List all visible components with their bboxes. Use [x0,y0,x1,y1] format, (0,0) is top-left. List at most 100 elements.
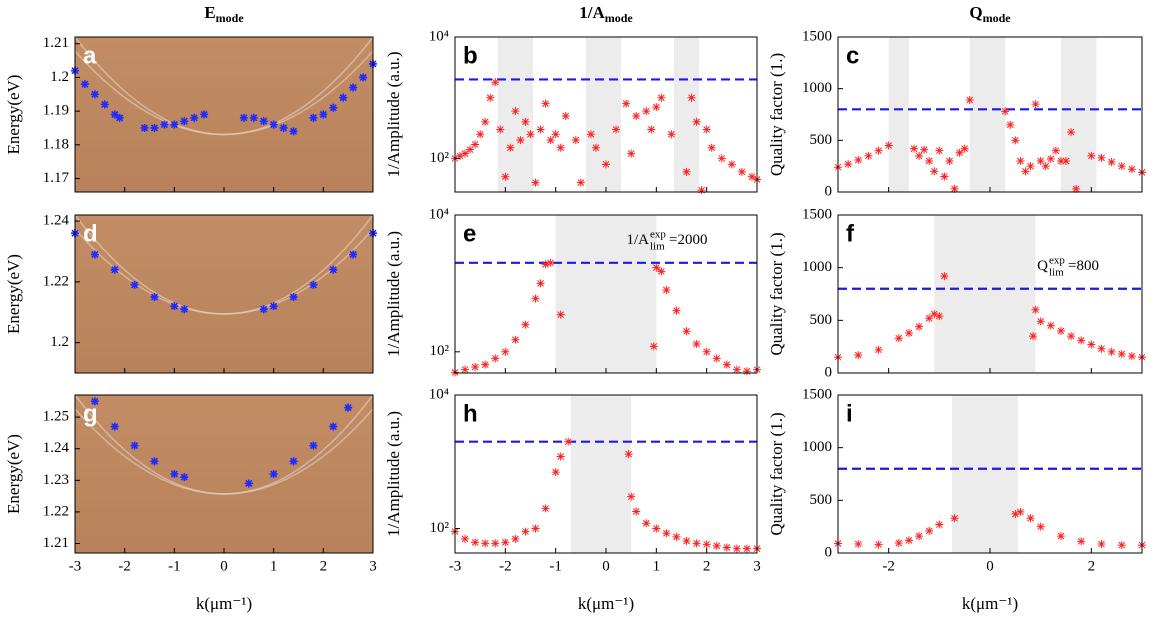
data-point [80,80,89,89]
data-point [627,492,636,501]
data-point [627,149,636,158]
data-point [551,130,560,139]
y-tick-label: 1.18 [43,136,69,152]
data-point [556,452,565,461]
y-tick-label: 0 [825,364,833,380]
data-point [110,422,119,431]
data-point [309,441,318,450]
data-point [702,540,711,549]
data-point [702,347,711,356]
annotation-text: Q [1037,258,1048,274]
annotation-suffix: =800 [1068,258,1099,274]
data-point [722,360,731,369]
panel-label: b [463,42,478,69]
data-point [461,149,470,158]
data-point [854,351,863,360]
data-point [269,470,278,478]
data-point [649,342,658,351]
data-point [742,367,751,376]
data-point [461,534,470,543]
data-point [717,154,726,163]
data-point [546,136,555,145]
panel-label: g [83,400,98,427]
data-point [1087,340,1096,349]
data-point [531,294,540,303]
data-point [662,529,671,538]
data-point [1021,167,1030,176]
data-point [1026,162,1035,171]
data-point [854,155,863,164]
x-tick-label: -3 [69,558,82,574]
data-point [642,519,651,528]
data-point [1051,146,1060,155]
x-tick-label: -3 [449,558,462,574]
y-tick-label: 10⁴ [429,28,449,44]
data-point [501,347,510,356]
panel-label: c [846,42,859,69]
data-point [586,130,595,139]
data-point [1016,157,1025,165]
x-tick-label: 2 [1088,558,1096,574]
shaded-region [570,395,632,553]
data-point [1036,317,1045,326]
data-point [476,130,485,139]
y-tick-label: 1500 [802,206,832,222]
x-tick-label: 2 [320,558,328,574]
data-point [910,144,918,153]
data-point [329,265,338,274]
y-tick-label: 500 [810,132,833,148]
y-tick-label: 500 [810,492,833,508]
title-main: 1/A [579,3,605,22]
data-point [935,312,944,321]
x-tick-label: 0 [602,558,610,574]
data-point [349,250,358,259]
data-point [521,527,530,536]
data-point [712,541,721,550]
x-tick-label: 1 [270,558,278,574]
data-point [329,422,338,431]
data-point [556,310,565,319]
data-point [130,280,139,289]
shaded-region [1060,37,1097,192]
data-point [289,127,298,136]
image-feature [74,50,374,136]
data-point [150,457,159,466]
data-point [319,110,328,119]
data-point [511,107,520,116]
data-point [170,302,179,311]
y-axis-label: Energy(eV) [4,254,23,334]
data-point [692,340,701,349]
data-point [737,167,746,176]
data-point [180,473,189,482]
data-point [90,90,99,99]
data-point [1097,153,1106,162]
x-tick-label: -2 [118,558,131,574]
data-point [571,136,580,145]
data-point [1062,157,1070,165]
y-tick-label: 1000 [802,439,832,455]
data-point [727,160,736,169]
data-point [491,539,500,548]
data-point [672,306,681,315]
column-title: Emode [204,3,244,25]
data-point [501,172,510,181]
data-point [110,265,119,274]
image-tint [75,215,373,373]
image-background [75,215,373,373]
data-point [481,539,490,548]
shaded-region [969,37,1006,192]
data-point [692,539,701,548]
data-point [915,151,924,160]
data-point [965,96,974,105]
data-point [456,151,465,160]
title-main: Q [969,3,982,22]
data-point [1001,107,1010,116]
data-point [647,125,656,134]
data-point [506,143,515,152]
data-point [289,293,298,302]
data-point [536,279,545,288]
y-axis-label: Energy(eV) [4,434,23,514]
data-point [481,117,490,126]
data-point [90,397,99,406]
